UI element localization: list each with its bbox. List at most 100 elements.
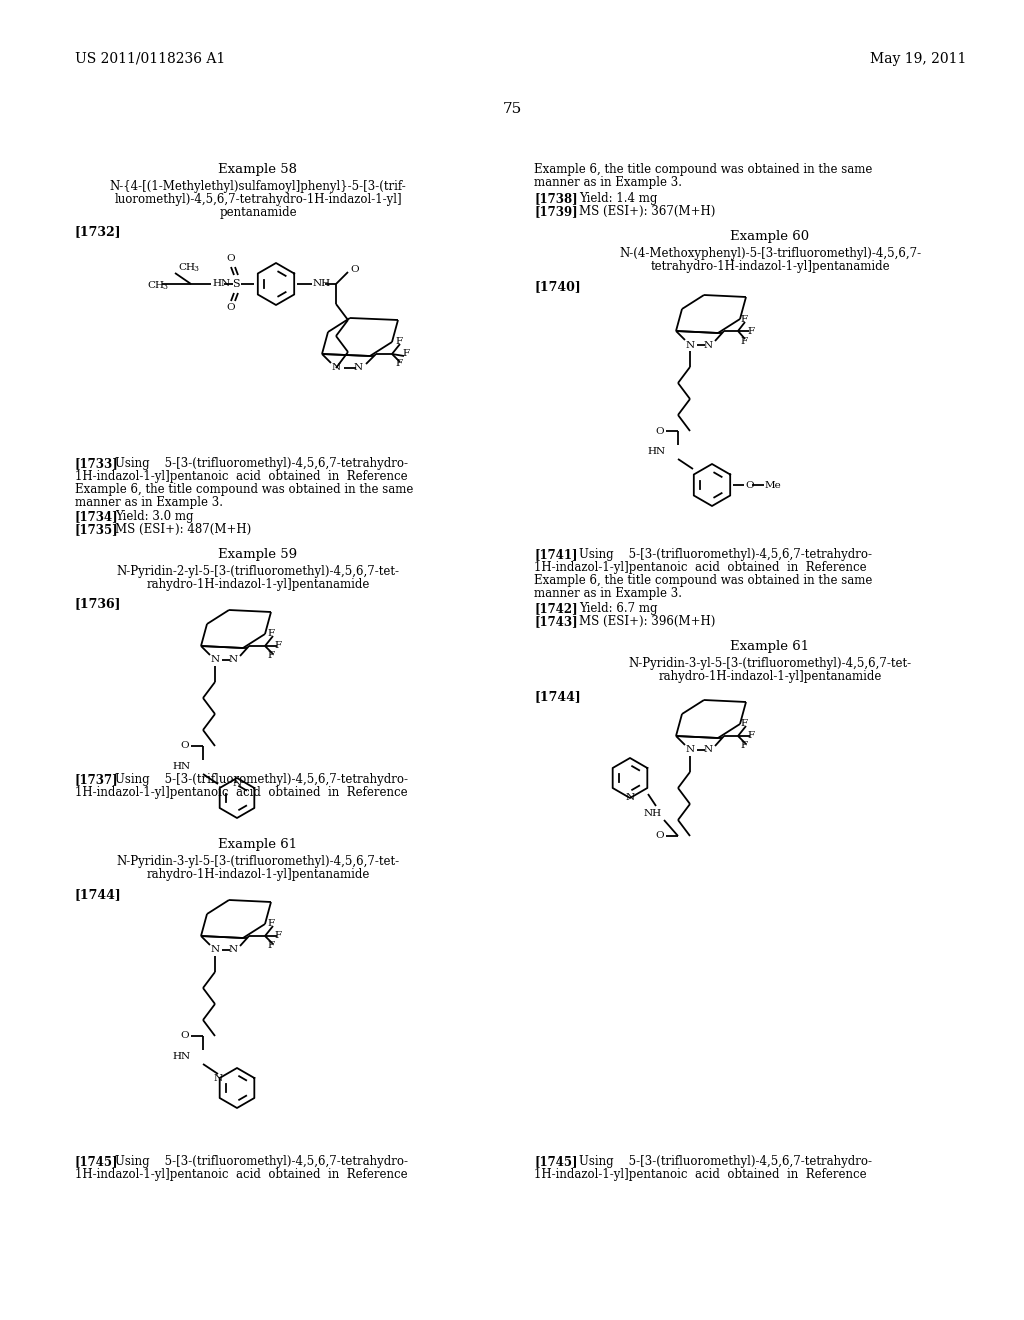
Text: Yield: 6.7 mg: Yield: 6.7 mg — [579, 602, 657, 615]
Text: tetrahydro-1H-indazol-1-yl]pentanamide: tetrahydro-1H-indazol-1-yl]pentanamide — [650, 260, 890, 273]
Text: F: F — [395, 359, 402, 368]
Text: N: N — [332, 363, 341, 372]
Text: N-{4-[(1-Methylethyl)sulfamoyl]phenyl}-5-[3-(trif-: N-{4-[(1-Methylethyl)sulfamoyl]phenyl}-5… — [110, 180, 407, 193]
Text: [1742]: [1742] — [534, 602, 578, 615]
Text: F: F — [267, 941, 274, 950]
Text: [1740]: [1740] — [534, 280, 581, 293]
Text: rahydro-1H-indazol-1-yl]pentanamide: rahydro-1H-indazol-1-yl]pentanamide — [658, 671, 882, 682]
Text: N-Pyridin-2-yl-5-[3-(trifluoromethyl)-4,5,6,7-tet-: N-Pyridin-2-yl-5-[3-(trifluoromethyl)-4,… — [117, 565, 399, 578]
Text: rahydro-1H-indazol-1-yl]pentanamide: rahydro-1H-indazol-1-yl]pentanamide — [146, 578, 370, 591]
Text: [1743]: [1743] — [534, 615, 578, 628]
Text: N: N — [353, 363, 362, 372]
Text: [1739]: [1739] — [534, 205, 578, 218]
Text: O: O — [226, 304, 236, 312]
Text: F: F — [740, 314, 748, 323]
Text: S: S — [232, 279, 240, 289]
Text: [1744]: [1744] — [75, 888, 122, 902]
Text: [1738]: [1738] — [534, 191, 578, 205]
Text: [1732]: [1732] — [75, 224, 122, 238]
Text: [1736]: [1736] — [75, 597, 122, 610]
Text: F: F — [746, 731, 754, 741]
Text: F: F — [740, 718, 748, 727]
Text: Example 58: Example 58 — [218, 162, 298, 176]
Text: US 2011/0118236 A1: US 2011/0118236 A1 — [75, 51, 225, 66]
Text: 3: 3 — [162, 282, 167, 290]
Text: 1H-indazol-1-yl]pentanoic  acid  obtained  in  Reference: 1H-indazol-1-yl]pentanoic acid obtained … — [534, 1168, 866, 1181]
Text: HN: HN — [173, 1052, 191, 1061]
Text: CH: CH — [178, 263, 195, 272]
Text: [1741]: [1741] — [534, 548, 578, 561]
Text: Yield: 3.0 mg: Yield: 3.0 mg — [115, 510, 194, 523]
Text: [1745]: [1745] — [75, 1155, 119, 1168]
Text: O: O — [655, 832, 664, 841]
Text: F: F — [267, 628, 274, 638]
Text: O: O — [745, 480, 754, 490]
Text: F: F — [274, 932, 282, 940]
Text: HN: HN — [212, 280, 230, 289]
Text: Me: Me — [765, 480, 781, 490]
Text: MS (ESI+): 396(M+H): MS (ESI+): 396(M+H) — [579, 615, 716, 628]
Text: N: N — [211, 656, 219, 664]
Text: N: N — [211, 945, 219, 954]
Text: O: O — [180, 1031, 189, 1040]
Text: Using    5-[3-(trifluoromethyl)-4,5,6,7-tetrahydro-: Using 5-[3-(trifluoromethyl)-4,5,6,7-tet… — [115, 774, 408, 785]
Text: pentanamide: pentanamide — [219, 206, 297, 219]
Text: May 19, 2011: May 19, 2011 — [870, 51, 967, 66]
Text: 1H-indazol-1-yl]pentanoic  acid  obtained  in  Reference: 1H-indazol-1-yl]pentanoic acid obtained … — [75, 470, 408, 483]
Text: manner as in Example 3.: manner as in Example 3. — [534, 176, 682, 189]
Text: Example 61: Example 61 — [218, 838, 298, 851]
Text: F: F — [267, 652, 274, 660]
Text: 1H-indazol-1-yl]pentanoic  acid  obtained  in  Reference: 1H-indazol-1-yl]pentanoic acid obtained … — [75, 785, 408, 799]
Text: F: F — [740, 337, 748, 346]
Text: NH: NH — [313, 280, 331, 289]
Text: [1737]: [1737] — [75, 774, 119, 785]
Text: Example 6, the title compound was obtained in the same: Example 6, the title compound was obtain… — [534, 574, 872, 587]
Text: HN: HN — [173, 762, 191, 771]
Text: [1745]: [1745] — [534, 1155, 578, 1168]
Text: O: O — [180, 742, 189, 751]
Text: [1744]: [1744] — [534, 690, 581, 704]
Text: MS (ESI+): 487(M+H): MS (ESI+): 487(M+H) — [115, 523, 251, 536]
Text: Example 6, the title compound was obtained in the same: Example 6, the title compound was obtain… — [75, 483, 414, 496]
Text: [1735]: [1735] — [75, 523, 119, 536]
Text: Example 60: Example 60 — [730, 230, 810, 243]
Text: N: N — [685, 746, 694, 755]
Text: Example 61: Example 61 — [730, 640, 810, 653]
Text: Using    5-[3-(trifluoromethyl)-4,5,6,7-tetrahydro-: Using 5-[3-(trifluoromethyl)-4,5,6,7-tet… — [115, 1155, 408, 1168]
Text: NH: NH — [644, 809, 662, 818]
Text: rahydro-1H-indazol-1-yl]pentanamide: rahydro-1H-indazol-1-yl]pentanamide — [146, 869, 370, 880]
Text: [1734]: [1734] — [75, 510, 119, 523]
Text: N-Pyridin-3-yl-5-[3-(trifluoromethyl)-4,5,6,7-tet-: N-Pyridin-3-yl-5-[3-(trifluoromethyl)-4,… — [629, 657, 911, 671]
Text: [1733]: [1733] — [75, 457, 119, 470]
Text: F: F — [274, 642, 282, 651]
Text: O: O — [350, 265, 358, 275]
Text: F: F — [395, 338, 402, 346]
Text: N-(4-Methoxyphenyl)-5-[3-trifluoromethyl)-4,5,6,7-: N-(4-Methoxyphenyl)-5-[3-trifluoromethyl… — [618, 247, 921, 260]
Text: N: N — [228, 656, 238, 664]
Text: Example 59: Example 59 — [218, 548, 298, 561]
Text: N: N — [703, 746, 713, 755]
Text: N: N — [703, 341, 713, 350]
Text: F: F — [402, 350, 410, 359]
Text: Example 6, the title compound was obtained in the same: Example 6, the title compound was obtain… — [534, 162, 872, 176]
Text: MS (ESI+): 367(M+H): MS (ESI+): 367(M+H) — [579, 205, 716, 218]
Text: Using    5-[3-(trifluoromethyl)-4,5,6,7-tetrahydro-: Using 5-[3-(trifluoromethyl)-4,5,6,7-tet… — [579, 548, 872, 561]
Text: N: N — [232, 779, 242, 788]
Text: CH: CH — [147, 281, 164, 289]
Text: F: F — [746, 326, 754, 335]
Text: manner as in Example 3.: manner as in Example 3. — [534, 587, 682, 601]
Text: O: O — [226, 253, 236, 263]
Text: F: F — [267, 919, 274, 928]
Text: 1H-indazol-1-yl]pentanoic  acid  obtained  in  Reference: 1H-indazol-1-yl]pentanoic acid obtained … — [534, 561, 866, 574]
Text: N: N — [685, 341, 694, 350]
Text: N: N — [626, 792, 635, 801]
Text: luoromethyl)-4,5,6,7-tetrahydro-1H-indazol-1-yl]: luoromethyl)-4,5,6,7-tetrahydro-1H-indaz… — [115, 193, 401, 206]
Text: 1H-indazol-1-yl]pentanoic  acid  obtained  in  Reference: 1H-indazol-1-yl]pentanoic acid obtained … — [75, 1168, 408, 1181]
Text: N: N — [214, 1074, 223, 1082]
Text: manner as in Example 3.: manner as in Example 3. — [75, 496, 223, 510]
Text: N-Pyridin-3-yl-5-[3-(trifluoromethyl)-4,5,6,7-tet-: N-Pyridin-3-yl-5-[3-(trifluoromethyl)-4,… — [117, 855, 399, 869]
Text: N: N — [228, 945, 238, 954]
Text: F: F — [740, 742, 748, 751]
Text: Using    5-[3-(trifluoromethyl)-4,5,6,7-tetrahydro-: Using 5-[3-(trifluoromethyl)-4,5,6,7-tet… — [115, 457, 408, 470]
Text: 3: 3 — [193, 265, 198, 273]
